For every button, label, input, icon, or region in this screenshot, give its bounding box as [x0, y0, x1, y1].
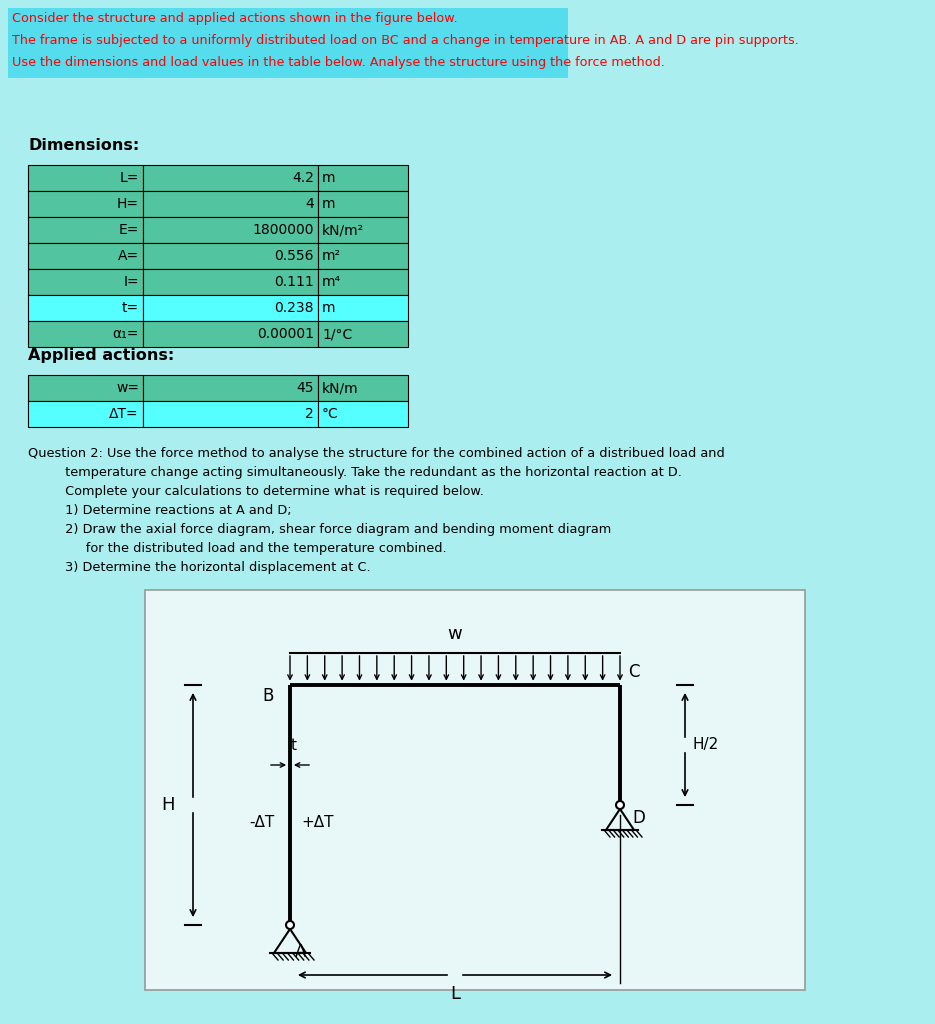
Text: 1800000: 1800000	[252, 223, 314, 237]
Text: for the distributed load and the temperature combined.: for the distributed load and the tempera…	[28, 542, 447, 555]
Circle shape	[616, 801, 624, 809]
Text: L: L	[450, 985, 460, 1002]
Text: The frame is subjected to a uniformly distributed load on BC and a change in tem: The frame is subjected to a uniformly di…	[12, 34, 798, 47]
FancyBboxPatch shape	[28, 269, 143, 295]
Text: 1) Determine reactions at A and D;: 1) Determine reactions at A and D;	[28, 504, 292, 517]
FancyBboxPatch shape	[145, 590, 805, 990]
FancyBboxPatch shape	[318, 165, 408, 191]
FancyBboxPatch shape	[318, 295, 408, 321]
FancyBboxPatch shape	[318, 191, 408, 217]
FancyBboxPatch shape	[28, 191, 143, 217]
Text: H/2: H/2	[693, 737, 719, 753]
Text: C: C	[628, 663, 640, 681]
Text: 2: 2	[305, 407, 314, 421]
Text: m: m	[322, 171, 336, 185]
FancyBboxPatch shape	[8, 8, 568, 78]
FancyBboxPatch shape	[318, 375, 408, 401]
Text: H: H	[162, 796, 175, 814]
FancyBboxPatch shape	[143, 269, 318, 295]
Text: B: B	[263, 687, 274, 705]
FancyBboxPatch shape	[28, 165, 143, 191]
FancyBboxPatch shape	[143, 375, 318, 401]
Text: 3) Determine the horizontal displacement at C.: 3) Determine the horizontal displacement…	[28, 561, 370, 574]
FancyBboxPatch shape	[318, 269, 408, 295]
Text: D: D	[632, 809, 645, 827]
Text: w=: w=	[116, 381, 139, 395]
FancyBboxPatch shape	[28, 217, 143, 243]
FancyBboxPatch shape	[143, 295, 318, 321]
Text: 0.111: 0.111	[274, 275, 314, 289]
Text: Consider the structure and applied actions shown in the figure below.: Consider the structure and applied actio…	[12, 12, 457, 25]
FancyBboxPatch shape	[318, 321, 408, 347]
Text: 0.00001: 0.00001	[257, 327, 314, 341]
Text: 4.2: 4.2	[292, 171, 314, 185]
FancyBboxPatch shape	[318, 401, 408, 427]
FancyBboxPatch shape	[143, 165, 318, 191]
Text: w: w	[448, 625, 463, 643]
Text: Use the dimensions and load values in the table below. Analyse the structure usi: Use the dimensions and load values in th…	[12, 56, 665, 69]
Text: m⁴: m⁴	[322, 275, 341, 289]
Text: m²: m²	[322, 249, 341, 263]
Text: 0.556: 0.556	[275, 249, 314, 263]
FancyBboxPatch shape	[28, 375, 143, 401]
Text: 45: 45	[296, 381, 314, 395]
FancyBboxPatch shape	[143, 191, 318, 217]
Text: °C: °C	[322, 407, 338, 421]
Text: H=: H=	[117, 197, 139, 211]
FancyBboxPatch shape	[143, 321, 318, 347]
Text: kN/m²: kN/m²	[322, 223, 364, 237]
Text: m: m	[322, 301, 336, 315]
Text: t=: t=	[122, 301, 139, 315]
Text: 4: 4	[305, 197, 314, 211]
FancyBboxPatch shape	[318, 243, 408, 269]
FancyBboxPatch shape	[143, 243, 318, 269]
FancyBboxPatch shape	[28, 401, 143, 427]
Text: Question 2: Use the force method to analyse the structure for the combined actio: Question 2: Use the force method to anal…	[28, 447, 725, 460]
Text: Complete your calculations to determine what is required below.: Complete your calculations to determine …	[28, 485, 484, 498]
Text: m: m	[322, 197, 336, 211]
FancyBboxPatch shape	[318, 217, 408, 243]
Text: t: t	[291, 738, 297, 753]
FancyBboxPatch shape	[28, 295, 143, 321]
Text: 1/°C: 1/°C	[322, 327, 352, 341]
Text: +ΔT: +ΔT	[302, 815, 334, 830]
FancyBboxPatch shape	[28, 321, 143, 347]
FancyBboxPatch shape	[143, 401, 318, 427]
Text: E=: E=	[119, 223, 139, 237]
Text: ΔT=: ΔT=	[109, 407, 139, 421]
Text: I=: I=	[123, 275, 139, 289]
Circle shape	[286, 921, 294, 929]
Text: 2) Draw the axial force diagram, shear force diagram and bending moment diagram: 2) Draw the axial force diagram, shear f…	[28, 523, 611, 536]
FancyBboxPatch shape	[28, 243, 143, 269]
Text: temperature change acting simultaneously. Take the redundant as the horizontal r: temperature change acting simultaneously…	[28, 466, 682, 479]
Text: Applied actions:: Applied actions:	[28, 348, 174, 362]
Text: L=: L=	[120, 171, 139, 185]
Text: A: A	[295, 943, 307, 961]
Text: 0.238: 0.238	[275, 301, 314, 315]
Text: A=: A=	[118, 249, 139, 263]
Text: kN/m: kN/m	[322, 381, 359, 395]
FancyBboxPatch shape	[143, 217, 318, 243]
Text: Dimensions:: Dimensions:	[28, 138, 139, 153]
Text: -ΔT: -ΔT	[250, 815, 275, 830]
Text: α₁=: α₁=	[112, 327, 139, 341]
